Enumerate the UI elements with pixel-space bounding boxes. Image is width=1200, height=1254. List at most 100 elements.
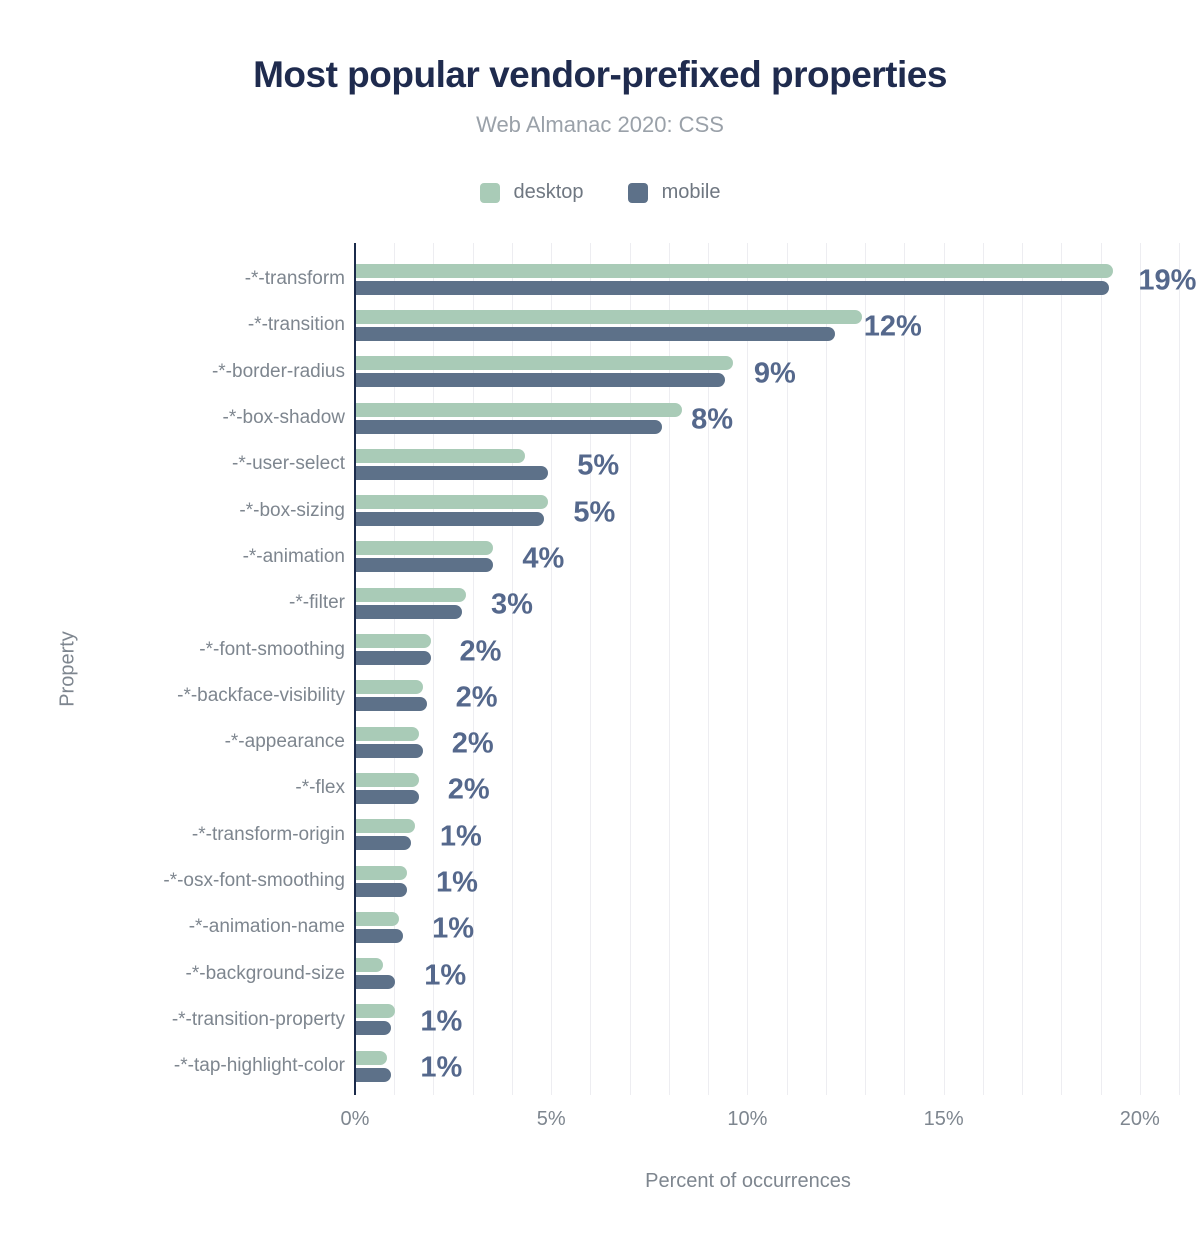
category-label: -*-backface-visibility: [177, 684, 345, 706]
value-label: 5%: [573, 496, 616, 529]
x-tick-label: 0%: [340, 1108, 370, 1130]
bar-mobile[interactable]: [356, 326, 835, 341]
y-axis-line: [354, 243, 356, 1095]
category-label: -*-flex: [295, 777, 345, 799]
legend-swatch-desktop: [479, 182, 500, 203]
bar-mobile[interactable]: [356, 465, 549, 480]
value-label: 9%: [753, 357, 796, 390]
legend-item-desktop[interactable]: desktop: [479, 181, 584, 204]
y-axis-title: Property: [56, 631, 79, 707]
category-label: -*-animation-name: [188, 916, 345, 938]
x-tick-label: 20%: [1119, 1108, 1160, 1130]
value-label: 2%: [451, 727, 494, 760]
bar-desktop[interactable]: [356, 1050, 388, 1065]
x-axis-title: Percent of occurrences: [645, 1170, 851, 1192]
bar-desktop[interactable]: [356, 541, 494, 556]
bar-desktop[interactable]: [356, 772, 419, 787]
value-label: 8%: [691, 403, 733, 436]
gridline: [629, 243, 631, 1095]
bar-desktop[interactable]: [356, 587, 466, 602]
x-tick-label: 15%: [923, 1108, 964, 1130]
value-label: 5%: [577, 449, 620, 482]
gridline: [747, 243, 749, 1095]
x-tick-label: 10%: [727, 1108, 768, 1130]
bar-desktop[interactable]: [356, 402, 682, 417]
bar-mobile[interactable]: [356, 651, 431, 666]
value-label: 1%: [432, 912, 474, 945]
bar-mobile[interactable]: [356, 280, 1110, 295]
gridline: [1022, 243, 1024, 1095]
gridline: [982, 243, 984, 1095]
bar-mobile[interactable]: [356, 1067, 392, 1082]
value-label: 2%: [459, 635, 502, 668]
legend-label: mobile: [661, 181, 721, 203]
bar-mobile[interactable]: [356, 697, 427, 712]
value-label: 1%: [424, 959, 467, 992]
gridline: [865, 243, 867, 1095]
gridline: [472, 243, 474, 1095]
gridline: [904, 243, 906, 1095]
bar-desktop[interactable]: [356, 680, 423, 695]
bar-mobile[interactable]: [356, 419, 663, 434]
category-label: -*-animation: [242, 545, 345, 567]
category-label: -*-font-smoothing: [199, 638, 345, 660]
category-label: -*-filter: [289, 592, 345, 614]
bar-desktop[interactable]: [356, 958, 384, 973]
gridline: [1139, 243, 1141, 1095]
bar-desktop[interactable]: [356, 819, 415, 834]
category-label: -*-osx-font-smoothing: [163, 870, 345, 892]
bar-desktop[interactable]: [356, 495, 549, 510]
bar-desktop[interactable]: [356, 911, 400, 926]
gridline: [668, 243, 670, 1095]
gridline: [551, 243, 553, 1095]
bar-desktop[interactable]: [356, 1004, 396, 1019]
bar-desktop[interactable]: [356, 634, 431, 649]
category-label: -*-transition: [247, 314, 345, 336]
gridline: [943, 243, 945, 1095]
bar-mobile[interactable]: [356, 1021, 392, 1036]
bar-desktop[interactable]: [356, 309, 863, 324]
bar-mobile[interactable]: [356, 789, 419, 804]
bar-mobile[interactable]: [356, 604, 462, 619]
bar-mobile[interactable]: [356, 836, 411, 851]
legend: desktop mobile: [0, 181, 1200, 204]
category-label: -*-box-sizing: [239, 499, 345, 521]
category-label: -*-transform: [244, 268, 345, 290]
bar-desktop[interactable]: [356, 726, 419, 741]
bar-desktop[interactable]: [356, 356, 733, 371]
category-label: -*-box-shadow: [222, 407, 346, 429]
gridline: [1061, 243, 1063, 1095]
gridline: [786, 243, 788, 1095]
category-label: -*-background-size: [185, 962, 345, 984]
category-label: -*-transition-property: [171, 1008, 345, 1030]
bar-desktop[interactable]: [356, 448, 525, 463]
value-label: 2%: [447, 773, 490, 806]
bar-mobile[interactable]: [356, 975, 396, 990]
x-tick-label: 5%: [536, 1108, 566, 1130]
value-label: 19%: [1138, 264, 1197, 297]
value-label: 1%: [420, 1051, 463, 1084]
bar-mobile[interactable]: [356, 558, 494, 573]
bar-mobile[interactable]: [356, 512, 545, 527]
category-label: -*-tap-highlight-color: [173, 1055, 345, 1077]
bar-desktop[interactable]: [356, 865, 407, 880]
gridline: [433, 243, 435, 1095]
category-label: -*-border-radius: [211, 360, 345, 382]
bar-mobile[interactable]: [356, 882, 407, 897]
bar-mobile[interactable]: [356, 928, 404, 943]
legend-item-mobile[interactable]: mobile: [627, 181, 721, 204]
chart-subtitle: Web Almanac 2020: CSS: [476, 112, 724, 137]
gridline: [1100, 243, 1102, 1095]
value-label: 1%: [439, 820, 482, 853]
gridline: [590, 243, 592, 1095]
gridline: [1179, 243, 1181, 1095]
value-label: 12%: [863, 310, 922, 343]
category-label: -*-user-select: [232, 453, 345, 475]
bar-mobile[interactable]: [356, 373, 725, 388]
legend-label: desktop: [513, 181, 584, 203]
bar-mobile[interactable]: [356, 743, 423, 758]
bar-desktop[interactable]: [356, 263, 1114, 278]
gridline: [708, 243, 710, 1095]
value-label: 3%: [490, 588, 533, 621]
